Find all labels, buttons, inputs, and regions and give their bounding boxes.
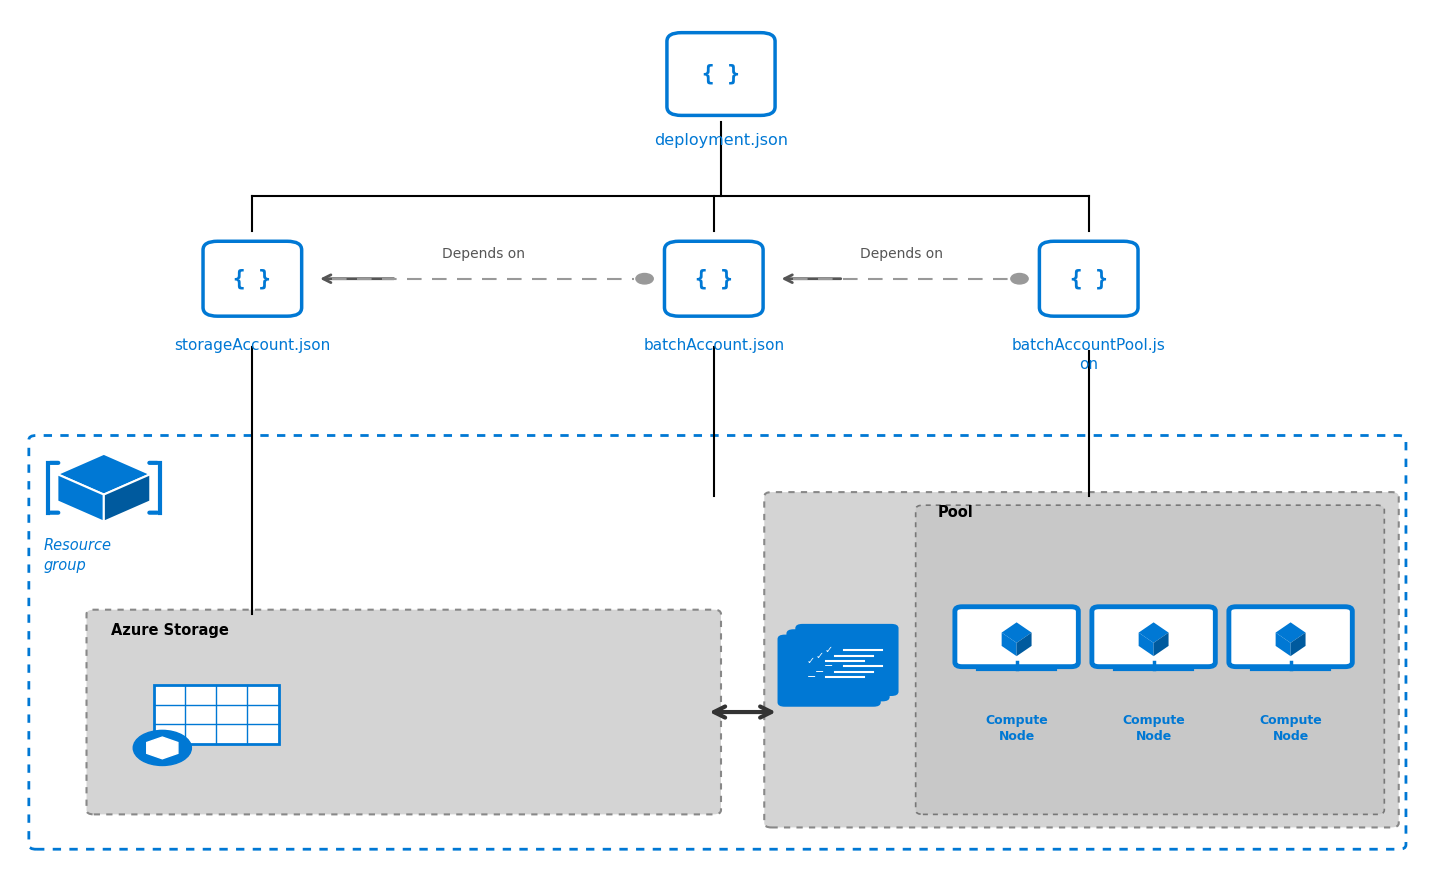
Polygon shape [58,474,104,522]
Polygon shape [1276,632,1291,656]
Text: Depends on: Depends on [441,247,525,261]
Text: ✓: ✓ [808,656,815,666]
FancyBboxPatch shape [916,505,1384,814]
FancyBboxPatch shape [665,241,763,316]
FancyBboxPatch shape [87,610,721,814]
FancyBboxPatch shape [666,33,776,116]
Polygon shape [104,474,150,522]
FancyBboxPatch shape [1092,607,1216,666]
Text: Depends on: Depends on [859,247,943,261]
Polygon shape [1139,623,1168,643]
Text: storageAccount.json: storageAccount.json [174,338,330,353]
Text: batchAccountPool.js
on: batchAccountPool.js on [1012,338,1165,372]
Polygon shape [1139,632,1154,656]
FancyBboxPatch shape [764,492,1399,827]
Text: −: − [815,666,825,677]
Text: ✓: ✓ [816,651,823,661]
FancyBboxPatch shape [955,607,1079,666]
Polygon shape [58,454,150,495]
Polygon shape [1291,632,1305,656]
Text: Compute
Node: Compute Node [1259,714,1322,743]
FancyBboxPatch shape [203,241,301,316]
Text: Pool: Pool [937,505,973,520]
Text: { }: { } [234,268,271,289]
FancyBboxPatch shape [786,629,890,701]
Text: { }: { } [1070,268,1107,289]
Text: −: − [825,661,833,672]
FancyBboxPatch shape [796,624,898,696]
Circle shape [1011,273,1028,284]
FancyBboxPatch shape [777,635,881,706]
Polygon shape [1154,632,1168,656]
Text: { }: { } [695,268,733,289]
Polygon shape [1276,623,1305,643]
Text: batchAccount.json: batchAccount.json [643,338,784,353]
Circle shape [636,273,653,284]
Text: { }: { } [702,64,740,84]
Text: Compute
Node: Compute Node [985,714,1048,743]
Text: Resource
group: Resource group [43,538,111,573]
FancyBboxPatch shape [154,685,278,744]
Text: deployment.json: deployment.json [655,133,787,148]
Text: ✓: ✓ [825,645,833,656]
Polygon shape [1017,632,1031,656]
Polygon shape [1002,623,1031,643]
Polygon shape [147,737,177,759]
Text: −: − [806,672,816,682]
FancyBboxPatch shape [1040,241,1138,316]
Text: Compute
Node: Compute Node [1122,714,1185,743]
Polygon shape [1002,632,1017,656]
Circle shape [133,731,192,766]
FancyBboxPatch shape [1229,607,1353,666]
Text: Azure Storage: Azure Storage [111,623,229,638]
